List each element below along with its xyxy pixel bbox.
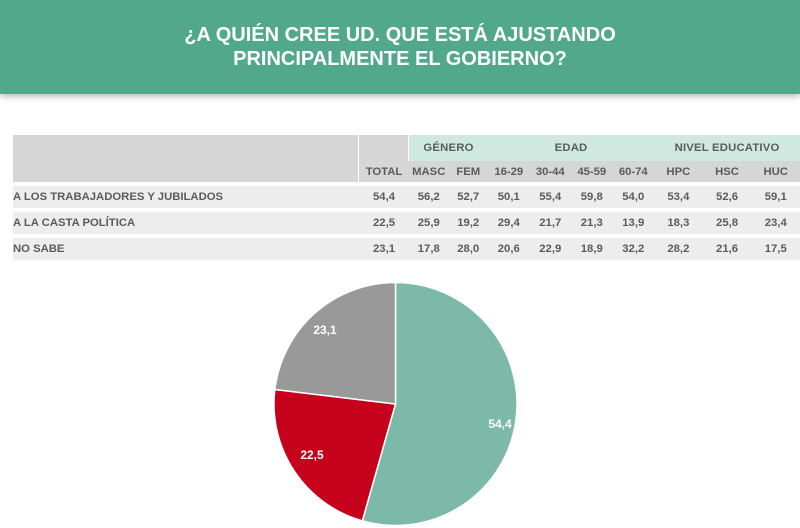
svg-text:54,4: 54,4 xyxy=(488,417,512,431)
svg-text:22,5: 22,5 xyxy=(300,448,324,462)
svg-text:23,1: 23,1 xyxy=(313,323,337,337)
